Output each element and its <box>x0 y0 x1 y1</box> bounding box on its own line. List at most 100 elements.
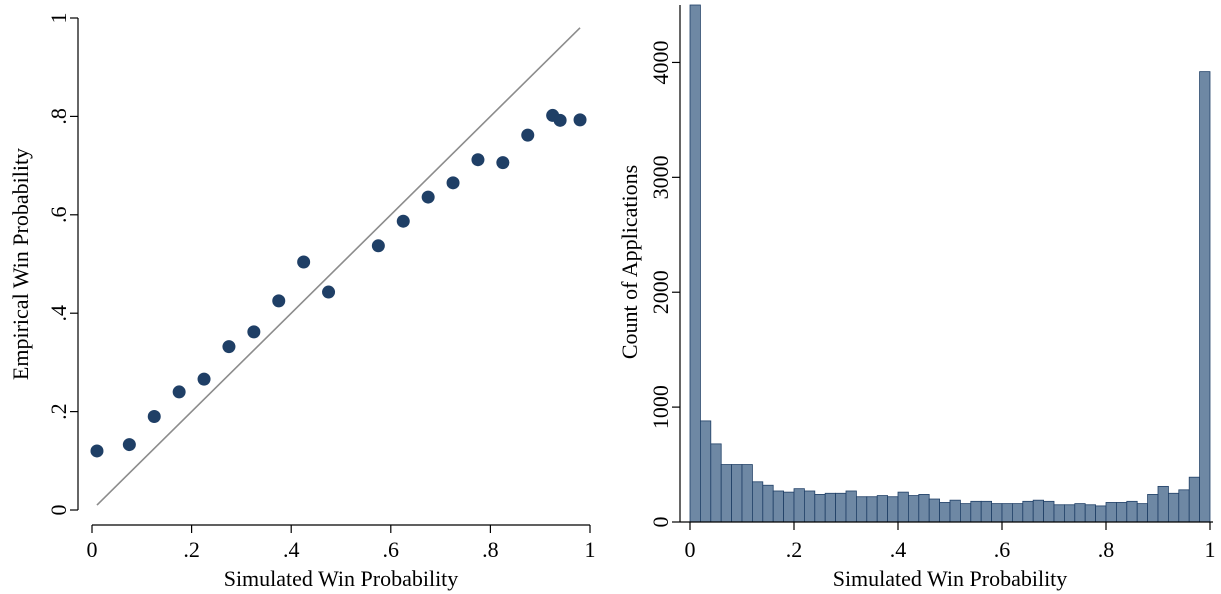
y-tick-label: .2 <box>46 403 71 420</box>
histogram-bar <box>1074 503 1086 523</box>
scatter-point <box>371 239 385 253</box>
histogram-bar <box>991 503 1003 523</box>
x-tick-label: 0 <box>685 537 696 562</box>
y-tick-label: 1 <box>46 13 71 24</box>
histogram-bar <box>731 464 743 523</box>
histogram-bar <box>1199 71 1211 523</box>
scatter-point <box>197 372 211 386</box>
histogram-bar <box>928 498 941 523</box>
scatter-point <box>222 340 236 354</box>
y-tick-label: 1000 <box>648 385 673 429</box>
y-tick-label: 0 <box>46 505 71 516</box>
histogram-bar <box>960 503 972 523</box>
scatter-point <box>90 444 104 458</box>
scatter-plot-area <box>90 27 587 506</box>
histogram-y-axis-title: Count of Applications <box>617 165 642 359</box>
scatter-x-axis-title: Simulated Win Probability <box>224 566 459 591</box>
histogram-bar <box>1157 485 1169 523</box>
histogram-bar <box>1095 505 1107 523</box>
histogram-bar <box>908 495 920 523</box>
x-tick-label: .4 <box>890 537 907 562</box>
histogram-bar <box>741 464 753 523</box>
x-tick-label: .6 <box>994 537 1011 562</box>
scatter-point <box>496 156 510 170</box>
histogram-bar <box>856 496 868 523</box>
histogram-bar <box>783 491 795 523</box>
scatter-point <box>172 385 186 399</box>
histogram-bar <box>876 495 889 523</box>
scatter-point <box>272 294 286 308</box>
x-tick-label: 1 <box>585 537 596 562</box>
histogram-bar <box>1064 504 1076 523</box>
scatter-point <box>521 128 535 142</box>
histogram-bar <box>897 491 909 523</box>
histogram-bar <box>1032 499 1044 523</box>
histogram-bar <box>1084 504 1096 523</box>
histogram-bar <box>866 496 878 523</box>
histogram-bar <box>720 464 733 523</box>
x-tick-label: 1 <box>1205 537 1216 562</box>
scatter-y-axis-title: Empirical Win Probability <box>8 148 33 380</box>
x-tick-label: 0 <box>87 537 98 562</box>
histogram-bar <box>1116 502 1128 523</box>
x-tick-label: .6 <box>383 537 400 562</box>
y-tick-label: 2000 <box>648 270 673 314</box>
histogram-plot-area <box>689 4 1211 523</box>
histogram-bar <box>1001 503 1013 523</box>
histogram-bar <box>970 500 982 523</box>
scatter-point <box>396 214 410 228</box>
histogram-bar <box>1168 492 1180 523</box>
histogram-bar <box>1012 503 1024 523</box>
y-tick-label: 3000 <box>648 155 673 199</box>
histogram-bar <box>1178 489 1190 523</box>
histogram-bar <box>845 490 857 523</box>
histogram-bar <box>918 494 930 523</box>
histogram-bar <box>824 492 837 523</box>
histogram-bar <box>1105 502 1117 523</box>
histogram-bar <box>980 500 993 523</box>
histogram-bar <box>793 488 805 523</box>
histogram-x-axis-title: Simulated Win Probability <box>833 566 1068 591</box>
scatter-point <box>573 113 587 127</box>
x-tick-label: .4 <box>283 537 300 562</box>
reference-line <box>96 27 581 506</box>
scatter-point <box>446 176 460 190</box>
histogram-bar <box>887 496 899 523</box>
histogram-y-ticks: 0 1000 2000 3000 4000 <box>648 40 680 528</box>
histogram-bar <box>939 502 951 523</box>
scatter-y-ticks: 0 .2 .4 .6 .8 1 <box>46 13 78 516</box>
histogram-bar <box>1147 494 1159 523</box>
scatter-point <box>322 285 336 299</box>
scatter-point <box>147 410 161 424</box>
histogram-bar <box>689 4 701 523</box>
histogram-bar <box>814 494 826 523</box>
scatter-point <box>471 153 485 167</box>
histogram-bar <box>1022 500 1034 523</box>
histogram-bar <box>835 492 847 523</box>
histogram-bar <box>1043 500 1055 523</box>
histogram-bar <box>804 490 816 523</box>
histogram-bar <box>762 484 774 523</box>
histogram-bar <box>772 490 785 523</box>
y-tick-label: .4 <box>46 305 71 322</box>
scatter-point <box>297 255 311 269</box>
x-tick-label: .8 <box>1098 537 1115 562</box>
x-tick-label: .8 <box>482 537 499 562</box>
histogram-bar <box>1126 500 1138 523</box>
scatter-point <box>122 438 136 452</box>
histogram-bar <box>1188 476 1200 523</box>
histogram-bar <box>700 420 712 523</box>
scatter-point <box>421 190 435 204</box>
histogram-bar <box>710 443 722 523</box>
scatter-point <box>553 113 567 127</box>
histogram-panel: 0 1000 2000 3000 4000 0 .2 .4 .6 .8 1 Simulated W… <box>617 4 1216 591</box>
y-tick-label: .8 <box>46 108 71 125</box>
y-tick-label: 0 <box>648 517 673 528</box>
histogram-bar <box>752 481 764 523</box>
histogram-x-ticks: 0 .2 .4 .6 .8 1 <box>685 522 1216 562</box>
x-tick-label: .2 <box>183 537 200 562</box>
scatter-panel: 0 .2 .4 .6 .8 1 0 .2 .4 .6 .8 1 Simulated Win Prob… <box>8 13 596 592</box>
x-tick-label: .2 <box>786 537 803 562</box>
y-tick-label: .6 <box>46 207 71 224</box>
